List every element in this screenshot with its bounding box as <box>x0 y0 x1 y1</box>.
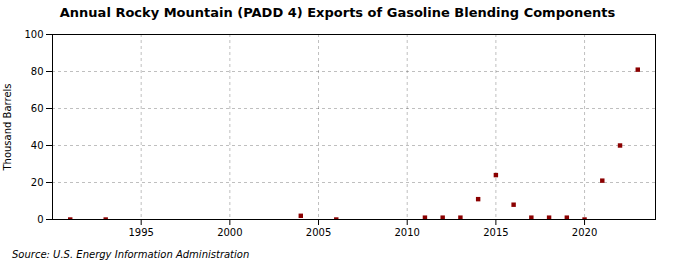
svg-text:80: 80 <box>31 66 44 77</box>
svg-text:2010: 2010 <box>394 227 419 238</box>
svg-text:2015: 2015 <box>483 227 508 238</box>
svg-text:2020: 2020 <box>572 227 597 238</box>
html-text:Annual Rocky Mountain (PADD 4): Annual Rocky Mountain (PADD 4) Exports o… <box>59 5 616 20</box>
svg-text:0: 0 <box>37 214 43 225</box>
svg-text:60: 60 <box>31 103 44 114</box>
html-text:Source: U.S. Energy Informatio: Source: U.S. Energy Information Administ… <box>12 249 250 260</box>
svg-text:100: 100 <box>24 29 43 40</box>
svg-text:1995: 1995 <box>128 227 153 238</box>
svg-text:20: 20 <box>31 177 44 188</box>
svg-text:2005: 2005 <box>306 227 331 238</box>
svg-text:Thousand Barrels: Thousand Barrels <box>2 83 13 171</box>
svg-text:40: 40 <box>31 140 44 151</box>
svg-text:2000: 2000 <box>217 227 242 238</box>
